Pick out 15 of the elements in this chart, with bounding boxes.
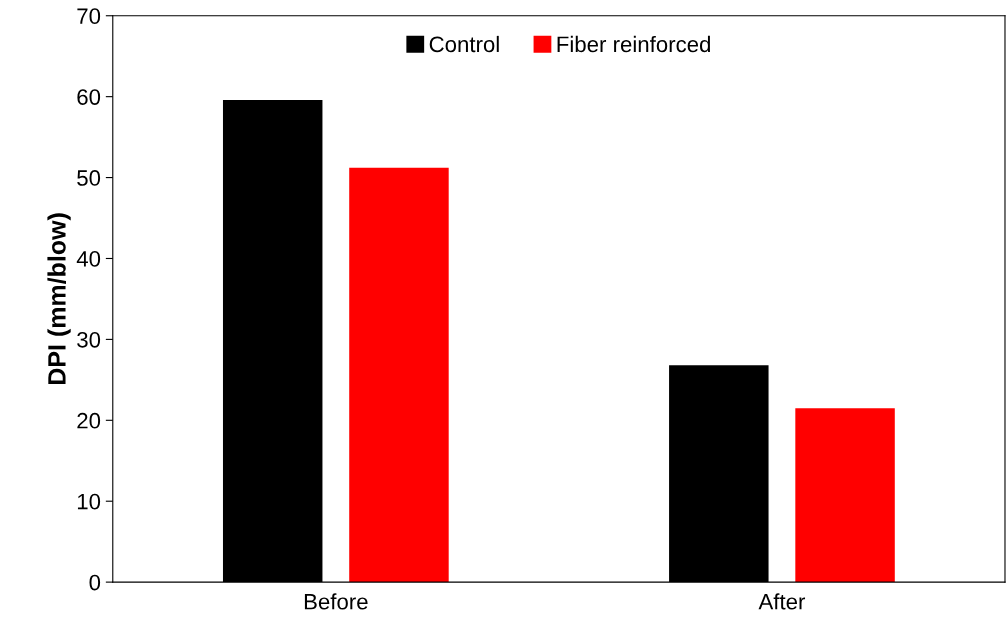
x-tick-label: Before — [304, 593, 368, 610]
bar — [349, 167, 449, 583]
y-tick-label: 10 — [77, 493, 101, 510]
y-tick-label: 0 — [89, 574, 101, 591]
bar — [795, 408, 895, 583]
y-tick-label: 40 — [76, 251, 101, 267]
y-tick-label: 50 — [77, 170, 101, 186]
y-tick-label: 30 — [77, 331, 101, 348]
legend-label: Control — [429, 35, 499, 53]
y-tick-label: 20 — [77, 412, 101, 429]
y-axis-title: DPI (mm/blow) — [47, 213, 71, 385]
x-tick-label: After — [758, 593, 806, 610]
y-tick-label: 60 — [77, 89, 101, 105]
y-tick-label: 70 — [77, 8, 101, 25]
legend-label: Fiber reinforced — [557, 35, 710, 53]
